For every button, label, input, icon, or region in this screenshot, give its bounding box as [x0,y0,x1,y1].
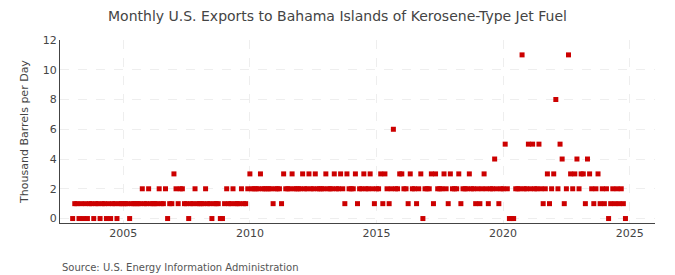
svg-text:8: 8 [50,93,57,106]
svg-text:4: 4 [50,153,57,166]
svg-text:0: 0 [50,212,57,225]
svg-text:12: 12 [43,34,57,47]
svg-text:6: 6 [50,123,57,136]
svg-text:Thousand Barrels per Day: Thousand Barrels per Day [18,60,31,204]
svg-text:2010: 2010 [236,227,264,240]
svg-text:2015: 2015 [362,227,390,240]
svg-text:10: 10 [43,64,57,77]
svg-text:2025: 2025 [616,227,644,240]
svg-text:Source: U.S. Energy Informatio: Source: U.S. Energy Information Administ… [62,262,299,273]
svg-text:2020: 2020 [489,227,517,240]
svg-text:2: 2 [50,183,57,196]
svg-text:Monthly U.S. Exports to Bahama: Monthly U.S. Exports to Bahama Islands o… [108,8,567,24]
svg-text:2005: 2005 [109,227,137,240]
